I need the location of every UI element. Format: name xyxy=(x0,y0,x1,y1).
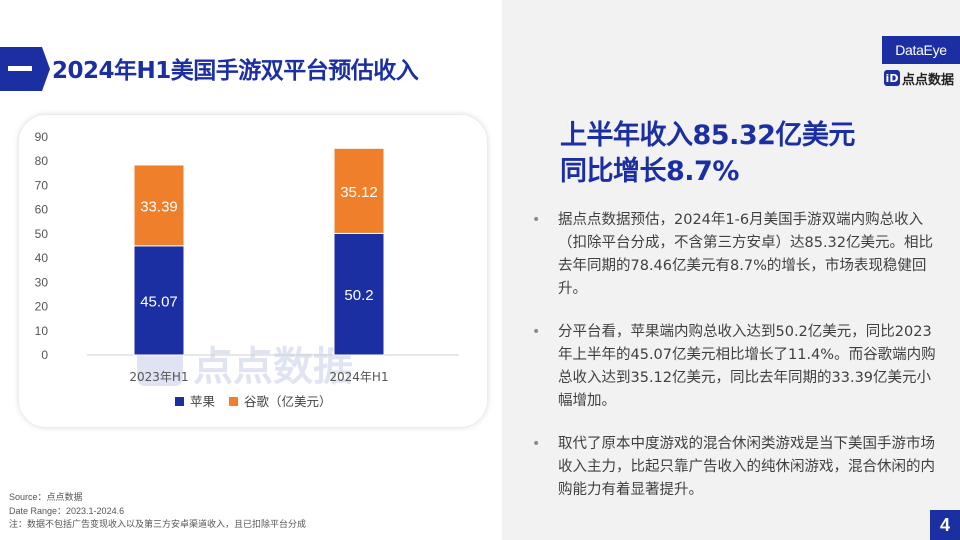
y-tick-label: 90 xyxy=(35,130,49,144)
data-label: 50.2 xyxy=(344,287,373,304)
dataeye-logo: DataEye xyxy=(882,36,960,64)
title-arrow xyxy=(42,47,50,91)
bullet-item: • 分平台看，苹果端内购总收入达到50.2亿美元，同比2023年上半年的45.0… xyxy=(528,321,938,413)
y-tick-label: 60 xyxy=(35,203,49,217)
x-tick-label: 2023年H1 xyxy=(129,370,188,384)
footer-source: Source：点点数据 xyxy=(9,492,83,502)
title-dash-icon xyxy=(8,66,32,71)
legend-swatch xyxy=(175,397,184,406)
data-label: 33.39 xyxy=(140,198,178,215)
bullet-item: • 据点点数据预估，2024年1-6月美国手游双端内购总收入（扣除平台分成，不含… xyxy=(528,209,938,301)
y-tick-label: 50 xyxy=(35,227,49,241)
bullet-item: • 取代了原本中度游戏的混合休闲类游戏是当下美国手游市场收入主力，比起只靠广告收… xyxy=(528,433,938,502)
diandian-logo-text: 点点数据 xyxy=(902,72,955,88)
footer-date-range: Date Range：2023.1-2024.6 xyxy=(9,505,125,516)
headline-line-2: 同比增长8.7% xyxy=(560,156,739,187)
diandian-logo: iD 点点数据 xyxy=(884,68,960,88)
legend-swatch xyxy=(229,397,239,406)
chart-card: 点点数据 0 10 20 30 40 50 60 70 80 90 45.07 33.39 2023年H… xyxy=(18,114,488,428)
title-marker xyxy=(0,47,42,91)
legend-label: 苹果 xyxy=(190,394,216,409)
page-number: 4 xyxy=(930,510,960,540)
revenue-chart: 0 10 20 30 40 50 60 70 80 90 45.07 33.39 2023年H1 50.2… xyxy=(35,130,459,409)
y-tick-label: 30 xyxy=(35,275,49,289)
bullet-dot-icon: • xyxy=(532,212,541,228)
bar-segment xyxy=(133,164,185,247)
watermark-text: 点点数据 xyxy=(193,344,353,390)
y-tick-label: 20 xyxy=(35,300,49,314)
bullet-list: • 据点点数据预估，2024年1-6月美国手游双端内购总收入（扣除平台分成，不含… xyxy=(528,209,938,522)
page-title: 2024年H1美国手游双平台预估收入 xyxy=(52,58,419,84)
data-label: 35.12 xyxy=(340,184,378,201)
bullet-text: 取代了原本中度游戏的混合休闲类游戏是当下美国手游市场收入主力，比起只靠广告收入的… xyxy=(558,436,935,498)
footer: Source：点点数据 Date Range：2023.1-2024.6 注：数… xyxy=(9,491,306,532)
diandian-logo-icon: iD xyxy=(884,70,900,86)
bullet-dot-icon: • xyxy=(532,324,541,340)
bullet-dot-icon: • xyxy=(532,436,541,452)
y-tick-label: 0 xyxy=(41,348,48,362)
headline-line-1: 上半年收入85.32亿美元 xyxy=(560,120,855,151)
headline: 上半年收入85.32亿美元 同比增长8.7% xyxy=(560,118,855,190)
bar-segment xyxy=(333,147,385,234)
y-tick-label: 80 xyxy=(35,154,49,168)
bullet-text: 分平台看，苹果端内购总收入达到50.2亿美元，同比2023年上半年的45.07亿… xyxy=(558,324,936,409)
bar-segment xyxy=(333,232,385,356)
data-label: 45.07 xyxy=(140,293,178,310)
y-tick-label: 10 xyxy=(35,324,49,338)
y-tick-label: 70 xyxy=(35,178,49,192)
footer-note: 注：数据不包括广告变现收入以及第三方安卓渠道收入，且已扣除平台分成 xyxy=(9,519,307,529)
right-panel xyxy=(502,0,960,540)
y-tick-label: 40 xyxy=(35,251,49,265)
x-tick-label: 2024年H1 xyxy=(329,370,388,384)
legend-label: 谷歌（亿美元） xyxy=(244,394,332,409)
bullet-text: 据点点数据预估，2024年1-6月美国手游双端内购总收入（扣除平台分成，不含第三… xyxy=(558,212,934,297)
